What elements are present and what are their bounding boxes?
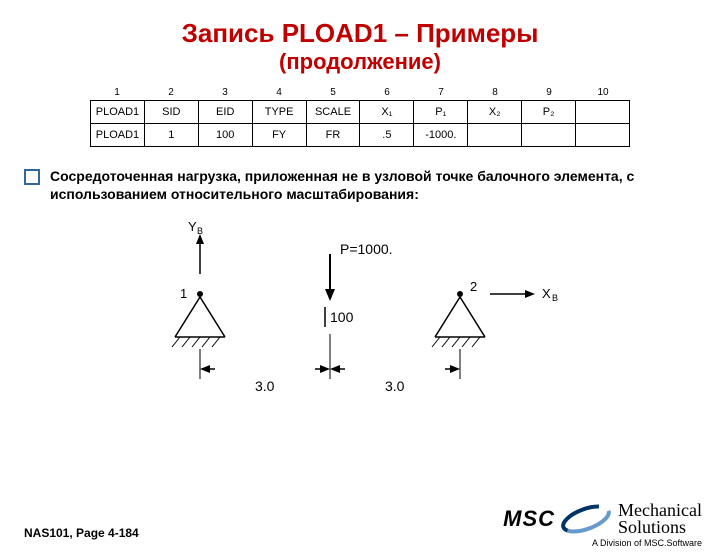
bullet-icon	[24, 169, 40, 185]
node-1-label: 1	[180, 286, 187, 301]
col-num: 10	[576, 87, 630, 100]
cell: P₂	[522, 101, 576, 124]
cell: EID	[198, 101, 252, 124]
table-row: PLOAD1 1 100 FY FR .5 -1000.	[91, 124, 630, 147]
cell	[576, 124, 630, 147]
cell: 1	[144, 124, 198, 147]
logo-msc: MSC	[503, 506, 555, 532]
cell: X₁	[360, 101, 414, 124]
node-2-label: 2	[470, 279, 477, 294]
eid-label: 100	[330, 309, 354, 325]
cell: 100	[198, 124, 252, 147]
dim-left: 3.0	[255, 378, 275, 394]
cell	[468, 124, 522, 147]
cell: X₂	[468, 101, 522, 124]
col-num: 5	[306, 87, 360, 100]
slide-title: Запись PLOAD1 – Примеры	[0, 18, 720, 49]
logo-block: MSC Mechanical Solutions A Division of M…	[503, 502, 702, 548]
col-num: 9	[522, 87, 576, 100]
x-axis-label: X	[542, 286, 551, 301]
bullet-item: Сосредоточенная нагрузка, приложенная не…	[24, 167, 696, 203]
y-axis-label: Y	[188, 219, 197, 234]
col-num: 7	[414, 87, 468, 100]
table-row: PLOAD1 SID EID TYPE SCALE X₁ P₁ X₂ P₂	[91, 101, 630, 124]
p-label: P=1000.	[340, 241, 393, 257]
svg-text:B: B	[552, 293, 558, 303]
cell	[522, 124, 576, 147]
cell	[576, 101, 630, 124]
cell: FR	[306, 124, 360, 147]
dim-right: 3.0	[385, 378, 405, 394]
col-num: 4	[252, 87, 306, 100]
cell: .5	[360, 124, 414, 147]
column-numbers: 1 2 3 4 5 6 7 8 9 10	[90, 87, 630, 100]
cell: FY	[252, 124, 306, 147]
col-num: 6	[360, 87, 414, 100]
cell: TYPE	[252, 101, 306, 124]
cell: -1000.	[414, 124, 468, 147]
diagram-svg: Y B 1 P=1000. 100 2	[130, 219, 590, 419]
bullet-text: Сосредоточенная нагрузка, приложенная не…	[50, 167, 696, 203]
slide-subtitle: (продолжение)	[0, 49, 720, 75]
logo-mechanical: Mechanical Solutions	[618, 502, 702, 536]
col-num: 1	[90, 87, 144, 100]
cell: P₁	[414, 101, 468, 124]
cell: PLOAD1	[91, 101, 145, 124]
col-num: 2	[144, 87, 198, 100]
cell: SCALE	[306, 101, 360, 124]
col-num: 3	[198, 87, 252, 100]
page-footer: NAS101, Page 4-184	[24, 526, 139, 540]
col-num: 8	[468, 87, 522, 100]
svg-text:B: B	[197, 226, 203, 236]
card-table: 1 2 3 4 5 6 7 8 9 10 PLOAD1 SID EID TYPE…	[90, 87, 630, 147]
cell: PLOAD1	[91, 124, 145, 147]
swoosh-icon	[559, 504, 614, 534]
beam-diagram: Y B 1 P=1000. 100 2	[130, 219, 590, 419]
cell: SID	[144, 101, 198, 124]
